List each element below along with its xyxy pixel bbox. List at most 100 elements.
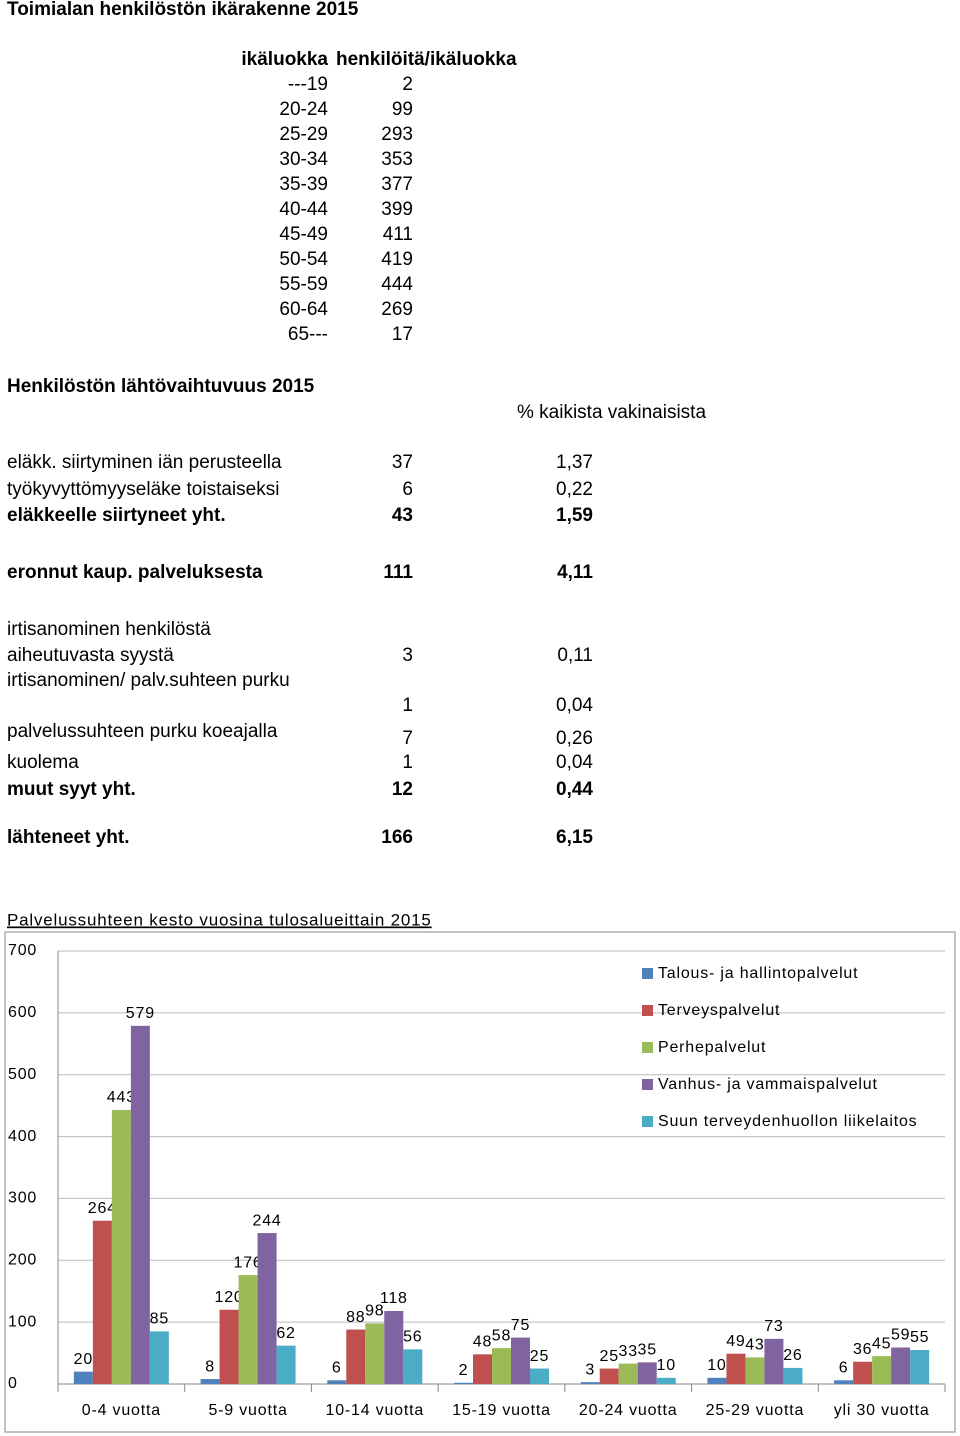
row-label: aiheutuvasta syystä [7, 645, 174, 666]
row-count: 37 [392, 452, 413, 473]
row-label: kuolema [7, 752, 79, 773]
data-label: 73 [764, 1318, 783, 1335]
legend-swatch [642, 1116, 653, 1127]
y-tick-label: 100 [8, 1313, 37, 1330]
bar [111, 1109, 131, 1384]
y-tick-label: 600 [8, 1004, 37, 1021]
section-title: Henkilöstön lähtövaihtuvuus 2015 [7, 376, 315, 397]
x-tick-label: 20-24 vuotta [579, 1402, 678, 1419]
row-percent: 4,11 [557, 562, 593, 583]
bar [910, 1349, 930, 1384]
age-count: 411 [383, 224, 413, 245]
bar [92, 1220, 112, 1384]
row-count: 3 [402, 645, 413, 666]
bar [707, 1377, 727, 1384]
row-label: palvelussuhteen purku koeajalla [7, 721, 278, 742]
row-label: irtisanominen/ palv.suhteen purku [7, 670, 290, 691]
row-count: 12 [392, 779, 413, 800]
bar [599, 1368, 619, 1384]
bar [200, 1379, 220, 1384]
legend-swatch [642, 1005, 653, 1016]
row-percent: 1,59 [556, 505, 593, 526]
age-count: 269 [381, 299, 413, 320]
chart-title: Palvelussuhteen kesto vuosina tulosaluei… [7, 910, 432, 929]
age-count: 399 [381, 199, 413, 220]
row-count: 1 [402, 695, 413, 716]
age-count: 353 [381, 149, 413, 170]
data-label: 2 [459, 1362, 469, 1379]
data-label: 25 [530, 1348, 549, 1365]
row-label: muut syyt yht. [7, 779, 136, 800]
legend-label: Talous- ja hallintopalvelut [658, 965, 858, 982]
legend-label: Perhepalvelut [658, 1039, 766, 1056]
row-count: 43 [392, 505, 413, 526]
bar [872, 1356, 892, 1384]
row-percent: 0,22 [556, 479, 593, 500]
data-label: 59 [891, 1327, 910, 1344]
legend-label: Suun terveydenhuollon liikelaitos [658, 1113, 917, 1130]
data-label: 10 [657, 1357, 676, 1374]
age-group: 60-64 [279, 299, 328, 320]
row-count: 6 [402, 479, 413, 500]
age-group: 35-39 [279, 174, 328, 195]
data-label: 20 [74, 1351, 93, 1368]
x-tick-label: 5-9 vuotta [208, 1402, 287, 1419]
y-tick-label: 700 [8, 942, 37, 959]
age-group: ---19 [288, 74, 328, 95]
row-label: eläkk. siirtyminen iän perusteella [7, 452, 282, 473]
row-percent: 6,15 [556, 827, 593, 848]
data-label: 264 [88, 1200, 117, 1217]
row-count: 7 [402, 728, 413, 749]
bar [745, 1357, 765, 1384]
data-label: 98 [365, 1303, 384, 1320]
age-count: 17 [392, 324, 413, 345]
legend-swatch [642, 1042, 653, 1053]
data-label: 58 [492, 1327, 511, 1344]
x-tick-label: 25-29 vuotta [706, 1402, 805, 1419]
data-label: 244 [253, 1212, 282, 1229]
data-label: 48 [473, 1334, 492, 1351]
row-label: lähteneet yht. [7, 827, 129, 848]
bar [834, 1380, 854, 1384]
data-label: 49 [726, 1333, 745, 1350]
data-label: 85 [150, 1311, 169, 1328]
row-label: eläkkeelle siirtyneet yht. [7, 505, 226, 526]
data-label: 6 [839, 1360, 849, 1377]
data-label: 62 [276, 1325, 295, 1342]
bar [454, 1382, 473, 1384]
age-group: 65--- [288, 324, 328, 345]
age-count: 444 [381, 274, 413, 295]
bar [853, 1361, 873, 1384]
row-percent: 1,37 [556, 452, 593, 473]
age-group: 55-59 [279, 274, 328, 295]
data-label: 45 [872, 1335, 891, 1352]
bar [403, 1349, 423, 1384]
legend-label: Terveyspalvelut [658, 1002, 780, 1019]
data-label: 56 [403, 1329, 422, 1346]
data-label: 176 [234, 1254, 263, 1271]
y-tick-label: 500 [8, 1066, 37, 1083]
age-group: 30-34 [279, 149, 328, 170]
bar [276, 1345, 296, 1384]
bar [726, 1353, 746, 1384]
row-percent: 0,44 [556, 779, 593, 800]
column-header: % kaikista vakinaisista [517, 402, 706, 423]
age-count: 99 [392, 99, 413, 120]
data-label: 55 [910, 1329, 929, 1346]
bar [365, 1323, 385, 1384]
age-count: 377 [381, 174, 413, 195]
row-percent: 0,04 [556, 695, 593, 716]
row-count: 111 [383, 562, 413, 583]
bar [257, 1233, 277, 1384]
row-label: työkyvyttömyyseläke toistaiseksi [7, 479, 279, 500]
bar [580, 1382, 600, 1384]
bar [219, 1309, 239, 1384]
data-label: 6 [332, 1360, 342, 1377]
data-label: 443 [107, 1089, 136, 1106]
data-label: 579 [126, 1005, 155, 1022]
bar [149, 1331, 169, 1384]
data-label: 118 [380, 1290, 408, 1307]
y-tick-label: 400 [8, 1128, 37, 1145]
data-label: 120 [215, 1289, 244, 1306]
